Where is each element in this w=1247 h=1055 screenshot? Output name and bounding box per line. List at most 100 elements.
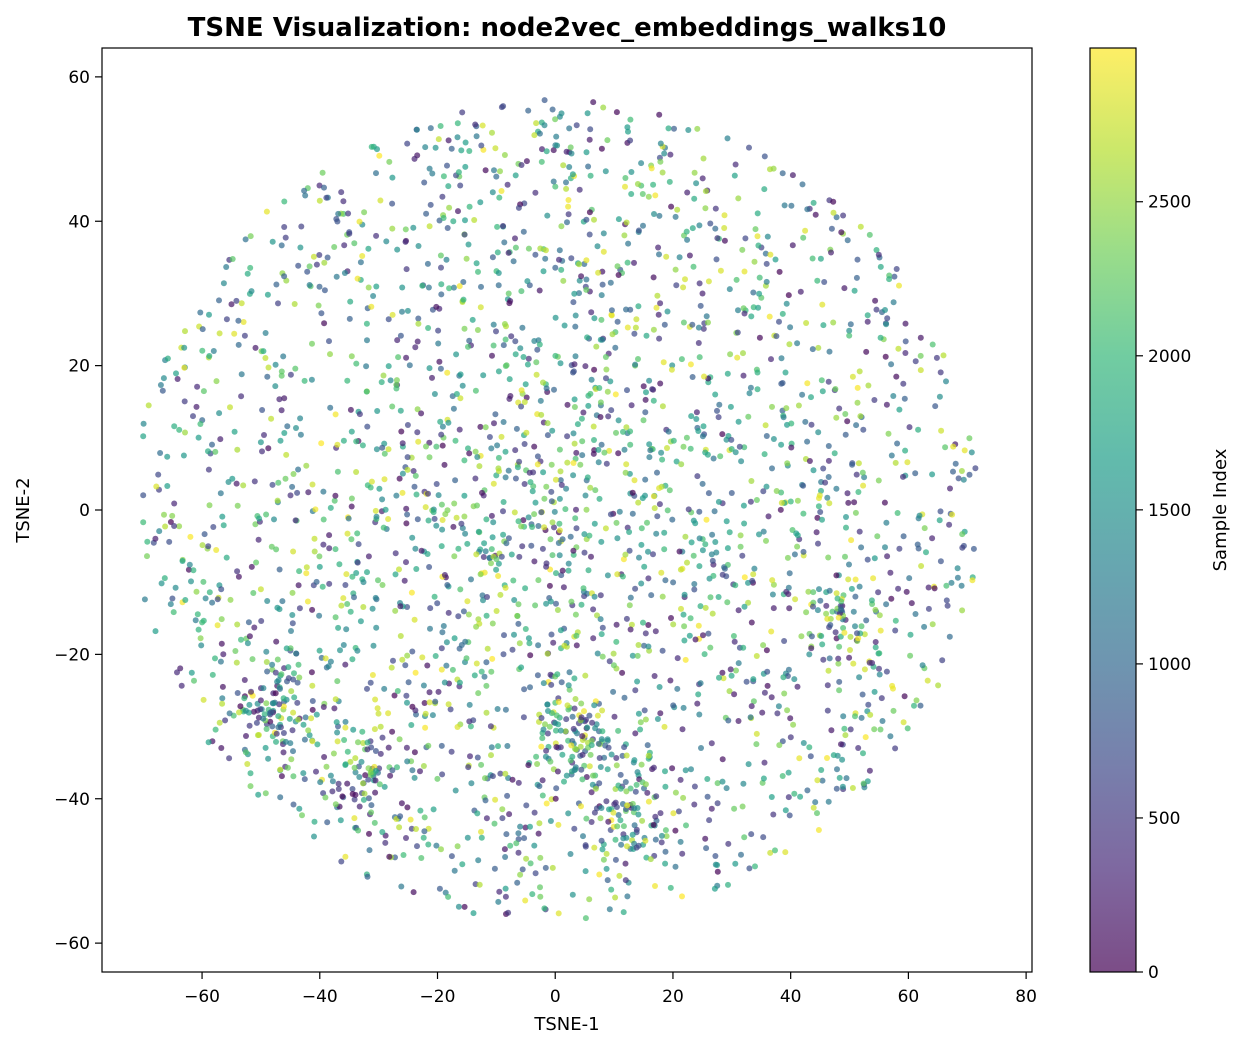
scatter-point bbox=[548, 488, 555, 495]
scatter-point bbox=[815, 429, 822, 436]
scatter-point bbox=[169, 512, 176, 519]
scatter-point bbox=[784, 673, 791, 679]
scatter-point bbox=[564, 459, 571, 466]
scatter-point bbox=[680, 611, 687, 618]
scatter-point bbox=[691, 783, 698, 790]
scatter-point bbox=[563, 179, 569, 186]
scatter-point bbox=[746, 144, 752, 151]
scatter-point bbox=[741, 310, 748, 317]
scatter-point bbox=[599, 653, 606, 660]
scatter-point bbox=[220, 651, 227, 658]
scatter-point bbox=[334, 729, 341, 736]
scatter-point bbox=[940, 352, 947, 359]
scatter-point bbox=[831, 450, 838, 457]
scatter-point bbox=[726, 529, 733, 536]
scatter-point bbox=[457, 586, 464, 593]
scatter-point bbox=[645, 548, 651, 555]
scatter-point bbox=[272, 669, 279, 676]
scatter-point bbox=[875, 251, 882, 258]
scatter-point bbox=[484, 594, 490, 600]
scatter-point bbox=[437, 123, 444, 129]
scatter-point bbox=[373, 232, 380, 239]
scatter-point bbox=[755, 242, 762, 249]
scatter-point bbox=[620, 556, 627, 563]
scatter-point bbox=[213, 378, 220, 385]
scatter-point bbox=[381, 685, 388, 692]
scatter-point bbox=[802, 227, 809, 234]
scatter-point bbox=[494, 249, 501, 256]
scatter-point bbox=[340, 595, 347, 602]
scatter-point bbox=[853, 274, 860, 281]
scatter-point bbox=[462, 530, 469, 537]
scatter-point bbox=[654, 716, 661, 722]
scatter-point bbox=[422, 710, 429, 717]
scatter-point bbox=[702, 604, 709, 611]
points-layer bbox=[140, 97, 979, 922]
scatter-point bbox=[659, 403, 666, 410]
scatter-point bbox=[385, 446, 392, 453]
scatter-point bbox=[315, 302, 322, 309]
scatter-point bbox=[370, 293, 377, 299]
scatter-point bbox=[437, 252, 444, 259]
scatter-point bbox=[686, 252, 693, 259]
scatter-point bbox=[474, 327, 481, 333]
scatter-point bbox=[603, 850, 610, 857]
scatter-point bbox=[844, 490, 851, 497]
scatter-point bbox=[623, 306, 629, 313]
scatter-point bbox=[567, 144, 574, 151]
scatter-point bbox=[531, 842, 538, 849]
scatter-point bbox=[426, 564, 433, 570]
scatter-point bbox=[231, 428, 238, 435]
scatter-point bbox=[968, 449, 975, 456]
scatter-point bbox=[613, 638, 620, 645]
scatter-point bbox=[894, 510, 901, 516]
scatter-point bbox=[602, 354, 609, 360]
scatter-point bbox=[642, 476, 649, 483]
scatter-point bbox=[381, 476, 388, 483]
scatter-point bbox=[565, 197, 572, 203]
scatter-point bbox=[353, 570, 360, 576]
scatter-point bbox=[852, 593, 859, 600]
scatter-point bbox=[701, 373, 707, 380]
scatter-point bbox=[817, 255, 824, 262]
scatter-point bbox=[845, 499, 852, 506]
scatter-point bbox=[582, 843, 589, 850]
scatter-point bbox=[692, 636, 699, 643]
scatter-point bbox=[458, 520, 465, 527]
scatter-point bbox=[472, 475, 479, 482]
scatter-point bbox=[725, 717, 732, 724]
scatter-point bbox=[324, 254, 331, 261]
scatter-point bbox=[350, 726, 357, 733]
scatter-point bbox=[380, 524, 387, 531]
scatter-point bbox=[626, 547, 633, 554]
scatter-point bbox=[186, 561, 193, 568]
scatter-point bbox=[296, 805, 303, 812]
scatter-point bbox=[568, 255, 575, 262]
scatter-point bbox=[668, 366, 675, 373]
scatter-point bbox=[650, 181, 657, 188]
scatter-point bbox=[785, 769, 792, 776]
scatter-point bbox=[359, 442, 366, 449]
scatter-point bbox=[502, 893, 509, 900]
scatter-point bbox=[707, 220, 714, 227]
scatter-point bbox=[882, 307, 888, 313]
scatter-point bbox=[278, 242, 285, 249]
scatter-point bbox=[572, 515, 579, 522]
scatter-point bbox=[685, 506, 692, 513]
scatter-point bbox=[849, 461, 856, 468]
scatter-point bbox=[590, 635, 597, 642]
scatter-point bbox=[822, 479, 829, 486]
scatter-point bbox=[615, 727, 622, 734]
scatter-point bbox=[638, 541, 645, 548]
scatter-point bbox=[365, 553, 372, 560]
scatter-point bbox=[295, 262, 302, 269]
scatter-point bbox=[173, 370, 179, 377]
scatter-point bbox=[492, 796, 499, 803]
scatter-point bbox=[247, 783, 254, 790]
scatter-point bbox=[651, 673, 658, 679]
scatter-point bbox=[498, 188, 505, 194]
scatter-point bbox=[319, 169, 326, 176]
scatter-point bbox=[264, 668, 271, 675]
scatter-point bbox=[688, 766, 694, 773]
scatter-point bbox=[388, 664, 395, 671]
